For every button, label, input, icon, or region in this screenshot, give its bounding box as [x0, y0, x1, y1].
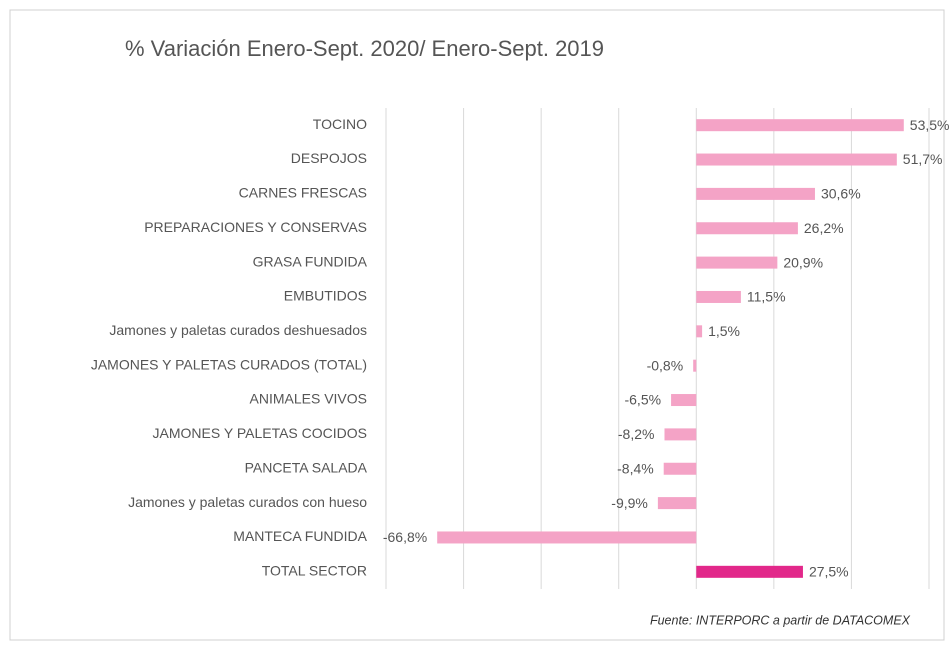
- category-label: PREPARACIONES Y CONSERVAS: [144, 219, 367, 235]
- value-label: -0,8%: [647, 357, 684, 373]
- value-label: 26,2%: [804, 220, 844, 236]
- value-label: -6,5%: [624, 392, 661, 408]
- bar: [696, 325, 703, 338]
- value-label: 53,5%: [910, 117, 949, 133]
- category-label: JAMONES Y PALETAS COCIDOS: [153, 425, 367, 441]
- bar: [671, 394, 697, 407]
- value-label: -9,9%: [611, 495, 648, 511]
- category-label: CARNES FRESCAS: [239, 185, 367, 201]
- chart-title: % Variación Enero-Sept. 2020/ Enero-Sept…: [125, 36, 604, 61]
- bar: [696, 222, 798, 235]
- value-label: 11,5%: [747, 289, 786, 305]
- bar: [696, 153, 897, 166]
- bar: [693, 359, 697, 372]
- bar: [696, 256, 778, 269]
- value-label: -8,2%: [618, 426, 655, 442]
- bar: [657, 497, 697, 510]
- value-label: 30,6%: [821, 186, 861, 202]
- value-label: 27,5%: [809, 564, 849, 580]
- value-label: 51,7%: [903, 151, 943, 167]
- source-note: Fuente: INTERPORC a partir de DATACOMEX: [650, 613, 911, 627]
- bar: [664, 428, 697, 441]
- value-label: -8,4%: [617, 460, 654, 476]
- bar: [663, 462, 697, 475]
- bar: [696, 290, 741, 303]
- value-label: 1,5%: [708, 323, 740, 339]
- category-label: TOCINO: [313, 116, 367, 132]
- category-label: GRASA FUNDIDA: [253, 253, 368, 269]
- category-label: PANCETA SALADA: [245, 459, 368, 475]
- category-label: DESPOJOS: [291, 150, 367, 166]
- category-label: JAMONES Y PALETAS CURADOS (TOTAL): [91, 356, 367, 372]
- value-label: -66,8%: [383, 529, 427, 545]
- bar: [437, 531, 697, 544]
- bar: [696, 565, 803, 578]
- category-label: TOTAL SECTOR: [262, 563, 367, 579]
- category-label: ANIMALES VIVOS: [250, 391, 367, 407]
- category-label: Jamones y paletas curados con hueso: [128, 494, 367, 510]
- category-label: EMBUTIDOS: [284, 288, 367, 304]
- value-label: 20,9%: [783, 254, 823, 270]
- bar: [696, 119, 904, 132]
- category-label: MANTECA FUNDIDA: [233, 528, 367, 544]
- bar: [696, 187, 815, 200]
- category-label: Jamones y paletas curados deshuesados: [109, 322, 367, 338]
